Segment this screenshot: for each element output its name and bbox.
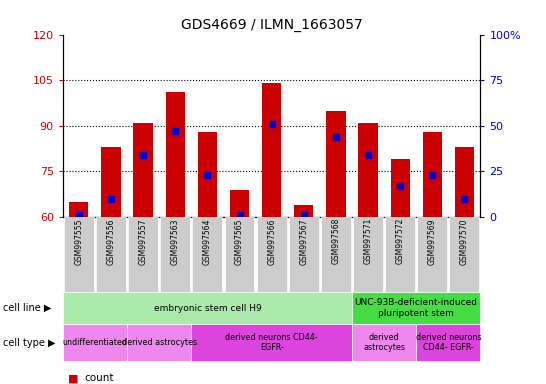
Bar [294, 205, 313, 217]
Text: GSM997566: GSM997566 [267, 218, 276, 265]
Text: GSM997564: GSM997564 [203, 218, 212, 265]
Text: ■: ■ [68, 373, 79, 383]
Text: GSM997570: GSM997570 [460, 218, 469, 265]
Title: GDS4669 / ILMN_1663057: GDS4669 / ILMN_1663057 [181, 18, 363, 32]
Text: GSM997569: GSM997569 [428, 218, 437, 265]
Bar [133, 123, 153, 217]
Text: derived
astrocytes: derived astrocytes [363, 333, 405, 353]
Text: GSM997565: GSM997565 [235, 218, 244, 265]
Text: GSM997568: GSM997568 [331, 218, 340, 265]
Bar [390, 159, 410, 217]
Text: UNC-93B-deficient-induced
pluripotent stem: UNC-93B-deficient-induced pluripotent st… [355, 298, 478, 318]
Text: undifferentiated: undifferentiated [62, 338, 127, 347]
Text: GSM997563: GSM997563 [171, 218, 180, 265]
Bar [423, 132, 442, 217]
Bar [69, 202, 88, 217]
Text: derived neurons CD44-
EGFR-: derived neurons CD44- EGFR- [225, 333, 318, 353]
Bar [102, 147, 121, 217]
Bar [358, 123, 378, 217]
Text: GSM997557: GSM997557 [139, 218, 147, 265]
Bar [327, 111, 346, 217]
Text: GSM997567: GSM997567 [299, 218, 308, 265]
Text: cell type ▶: cell type ▶ [3, 338, 55, 348]
Text: GSM997556: GSM997556 [106, 218, 116, 265]
Text: cell line ▶: cell line ▶ [3, 303, 51, 313]
Bar [165, 92, 185, 217]
Text: count: count [85, 373, 114, 383]
Text: derived neurons
CD44- EGFR-: derived neurons CD44- EGFR- [416, 333, 481, 353]
Text: GSM997572: GSM997572 [396, 218, 405, 265]
Text: derived astrocytes: derived astrocytes [122, 338, 197, 347]
Bar [230, 190, 249, 217]
Text: GSM997571: GSM997571 [364, 218, 372, 265]
Text: embryonic stem cell H9: embryonic stem cell H9 [153, 304, 261, 313]
Bar [262, 83, 281, 217]
Bar [198, 132, 217, 217]
Text: GSM997555: GSM997555 [74, 218, 84, 265]
Bar [455, 147, 474, 217]
